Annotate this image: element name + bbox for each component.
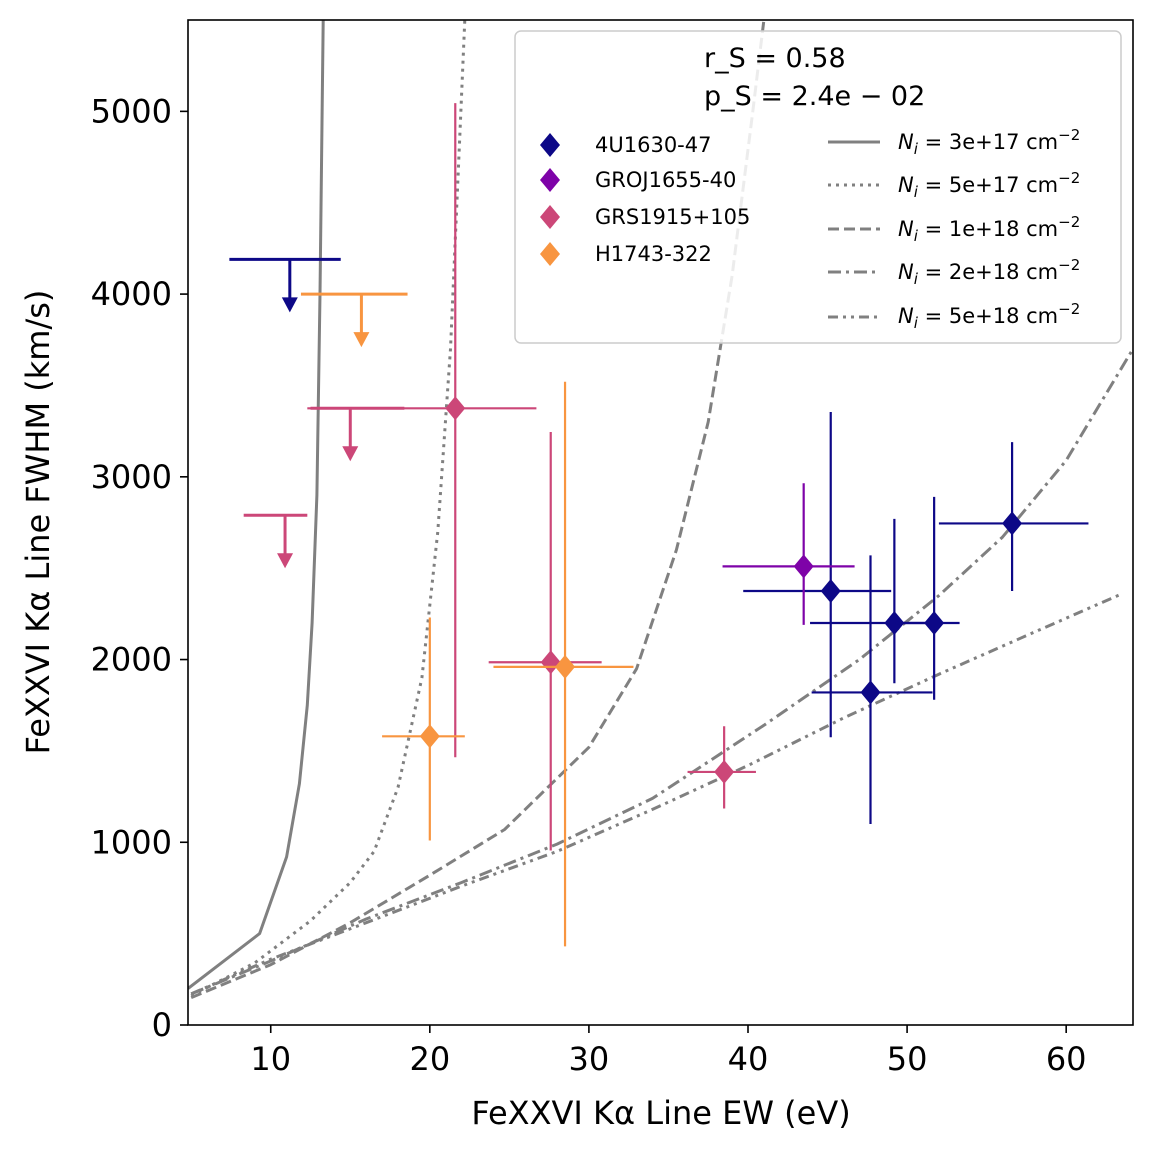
y-tick-label: 3000 (91, 458, 172, 496)
legend-label: GROJ1655-40 (595, 168, 736, 192)
legend-box (514, 30, 1122, 344)
legend: r_S = 0.58 p_S = 2.4e − 02 4U1630-47 GRO… (514, 30, 1122, 344)
legend-marker-diamond (540, 168, 560, 192)
legend-entry-curve-5e17: Ni = 5e+17 cm−2 (828, 169, 1080, 201)
stat-rs: r_S = 0.58 (704, 43, 846, 74)
data-point-grs1915-105 (307, 103, 537, 758)
data-point-4u1630-47 (810, 518, 933, 684)
model-curve-solid (188, 20, 325, 990)
x-tick-label: 10 (250, 1040, 291, 1078)
model-curve-dotted (190, 20, 467, 998)
diamond-marker (540, 650, 561, 675)
legend-label: Ni = 3e+17 cm−2 (898, 126, 1080, 158)
y-tick-label: 4000 (91, 275, 172, 313)
diamond-marker (714, 759, 735, 784)
diamond-marker (445, 396, 466, 421)
legend-marker-diamond (540, 242, 560, 266)
diamond-marker (860, 680, 881, 705)
legend-label: H1743-322 (595, 242, 712, 266)
stat-ps: p_S = 2.4e − 02 (704, 81, 925, 112)
x-tick-label: 20 (409, 1040, 450, 1078)
legend-entry-curve-1e18: Ni = 1e+18 cm−2 (828, 213, 1080, 245)
upper-limit-grs1915-105 (243, 513, 308, 569)
legend-entry-h1743-322: H1743-322 (540, 242, 712, 266)
data-point-grs1915-105 (687, 726, 756, 809)
x-tick-label: 30 (569, 1040, 610, 1078)
legend-entry-groj1655-40: GROJ1655-40 (540, 168, 736, 192)
legend-label: 4U1630-47 (595, 133, 711, 157)
data-point-grs1915-105 (488, 432, 602, 851)
legend-label: Ni = 5e+17 cm−2 (898, 169, 1080, 201)
x-tick-label: 40 (728, 1040, 769, 1078)
y-tick-label: 5000 (91, 92, 172, 130)
legend-label: Ni = 5e+18 cm−2 (898, 300, 1080, 332)
legend-marker-diamond (540, 133, 560, 157)
data-point-4u1630-47 (811, 555, 933, 824)
legend-entry-4u1630-47: 4U1630-47 (540, 133, 711, 157)
y-tick-label: 2000 (91, 641, 172, 679)
diamond-marker (924, 611, 945, 635)
data-point-4u1630-47 (895, 496, 960, 700)
legend-label: Ni = 1e+18 cm−2 (898, 213, 1080, 245)
legend-label: Ni = 2e+18 cm−2 (898, 256, 1080, 288)
upper-limit-4u1630-47 (229, 257, 341, 313)
upper-limit-arrow (277, 553, 294, 569)
diamond-marker (555, 654, 576, 679)
upper-limit-h1743-322 (300, 292, 408, 348)
legend-label: GRS1915+105 (595, 205, 750, 229)
x-axis-label: FeXXVI Kα Line EW (eV) (471, 1094, 850, 1132)
data-point-4u1630-47 (938, 442, 1089, 592)
data-point-h1743-322 (382, 617, 465, 841)
upper-limit-arrow (353, 332, 370, 348)
diamond-marker (419, 724, 440, 749)
diamond-marker (884, 611, 905, 635)
data-point-groj1655-40 (722, 483, 855, 625)
legend-entry-curve-5e18: Ni = 5e+18 cm−2 (828, 300, 1080, 332)
data-point-4u1630-47 (743, 411, 892, 738)
upper-limit-arrow (281, 297, 298, 313)
data-points (229, 103, 1089, 947)
data-point-h1743-322 (493, 381, 634, 947)
legend-entry-curve-2e18: Ni = 2e+18 cm−2 (828, 256, 1080, 288)
diamond-marker (1002, 511, 1023, 536)
y-tick-label: 1000 (91, 823, 172, 861)
y-axis-label: FeXXVI Kα Line FWHM (km/s) (19, 290, 57, 755)
y-tick-label: 0 (152, 1006, 172, 1044)
model-curve-dashdotdot (190, 592, 1123, 996)
diamond-marker (793, 554, 814, 579)
legend-entry-grs1915-105: GRS1915+105 (540, 205, 750, 229)
legend-entry-curve-3e17: Ni = 3e+17 cm−2 (828, 126, 1080, 158)
axis-ticks: 10 20 30 40 50 60 0 1000 2000 3000 4000 5000 (91, 92, 1087, 1078)
x-tick-label: 50 (887, 1040, 928, 1078)
axes-frame (187, 19, 1134, 1026)
diamond-marker (820, 579, 841, 604)
upper-limit-arrow (342, 446, 359, 462)
legend-marker-diamond (540, 205, 560, 229)
x-tick-label: 60 (1046, 1040, 1087, 1078)
